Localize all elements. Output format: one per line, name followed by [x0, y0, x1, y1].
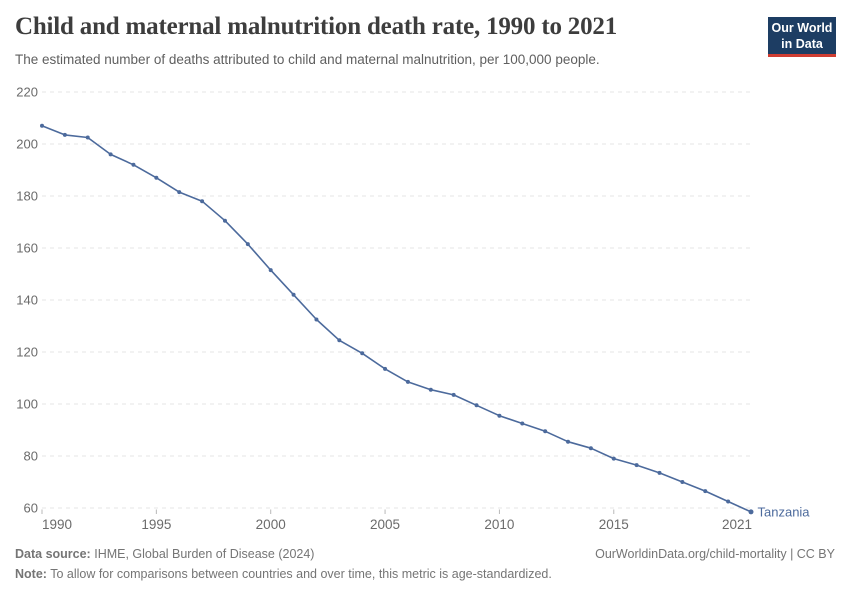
y-axis-label-120: 120 [16, 345, 38, 360]
x-axis-label-1990: 1990 [42, 517, 72, 532]
data-point-1995[interactable] [154, 175, 159, 180]
data-point-2003[interactable] [337, 338, 342, 343]
data-point-1993[interactable] [108, 152, 113, 157]
note-value: To allow for comparisons between countri… [50, 567, 552, 581]
footer-row-1: Data source: IHME, Global Burden of Dise… [15, 547, 835, 561]
data-point-2008[interactable] [451, 392, 456, 397]
data-point-2019[interactable] [703, 489, 708, 494]
y-axis-label-100: 100 [16, 397, 38, 412]
y-axis-label-80: 80 [24, 449, 38, 464]
owid-logo[interactable]: Our World in Data [768, 17, 836, 57]
series-end-label[interactable]: Tanzania [758, 504, 811, 519]
footer-note: Note: To allow for comparisons between c… [15, 567, 552, 581]
data-point-2001[interactable] [291, 292, 296, 297]
x-axis-label-2015: 2015 [599, 517, 629, 532]
data-point-1991[interactable] [62, 132, 67, 137]
series-line-tanzania[interactable] [41, 125, 752, 513]
data-point-1999[interactable] [245, 242, 250, 247]
data-point-2005[interactable] [383, 366, 388, 371]
x-axis-label-2000: 2000 [256, 517, 286, 532]
owid-logo-line2: in Data [781, 37, 823, 51]
y-axis-label-140: 140 [16, 293, 38, 308]
data-point-1997[interactable] [200, 199, 205, 204]
data-point-2004[interactable] [360, 351, 365, 356]
note-label: Note: [15, 567, 47, 581]
data-point-2009[interactable] [474, 403, 479, 408]
y-axis-label-200: 200 [16, 137, 38, 152]
y-axis-label-180: 180 [16, 189, 38, 204]
owid-logo-line1: Our World [771, 21, 833, 35]
data-point-1990[interactable] [40, 123, 44, 128]
chart-title: Child and maternal malnutrition death ra… [15, 13, 617, 40]
chart-subtitle: The estimated number of deaths attribute… [15, 52, 600, 67]
data-point-2010[interactable] [497, 413, 502, 418]
data-point-1992[interactable] [85, 135, 90, 140]
data-point-2020[interactable] [726, 499, 731, 504]
data-point-2016[interactable] [634, 463, 639, 468]
data-point-2017[interactable] [657, 470, 662, 475]
x-axis-label-2010: 2010 [484, 517, 514, 532]
x-axis-label-1995: 1995 [141, 517, 171, 532]
data-point-2018[interactable] [680, 480, 685, 484]
data-point-2006[interactable] [405, 379, 410, 384]
x-axis-label-2021: 2021 [722, 517, 752, 532]
y-axis-label-160: 160 [16, 241, 38, 256]
data-point-1996[interactable] [177, 190, 182, 195]
data-point-2000[interactable] [268, 268, 273, 273]
data-point-2012[interactable] [543, 429, 548, 434]
line-chart-canvas[interactable]: 60 80 100 120 140 160 180 200 220 1990 1995 2000 200… [0, 0, 850, 545]
data-point-2011[interactable] [520, 421, 525, 426]
data-point-1998[interactable] [222, 218, 227, 223]
data-source: Data source: IHME, Global Burden of Dise… [15, 547, 314, 561]
data-point-2014[interactable] [588, 446, 593, 451]
data-point-1994[interactable] [131, 162, 136, 167]
x-axis-label-2005: 2005 [370, 517, 400, 532]
data-source-label: Data source: [15, 547, 91, 561]
owid-citation-link[interactable]: OurWorldinData.org/child-mortality | CC … [595, 547, 835, 561]
data-point-2002[interactable] [314, 317, 319, 322]
data-point-2015[interactable] [611, 456, 616, 461]
y-axis-label-60: 60 [24, 501, 38, 516]
data-point-2021[interactable] [748, 509, 754, 515]
data-point-2007[interactable] [428, 387, 433, 392]
y-axis-label-220: 220 [16, 85, 38, 100]
data-point-2013[interactable] [566, 439, 571, 444]
data-source-value: IHME, Global Burden of Disease (2024) [94, 547, 315, 561]
